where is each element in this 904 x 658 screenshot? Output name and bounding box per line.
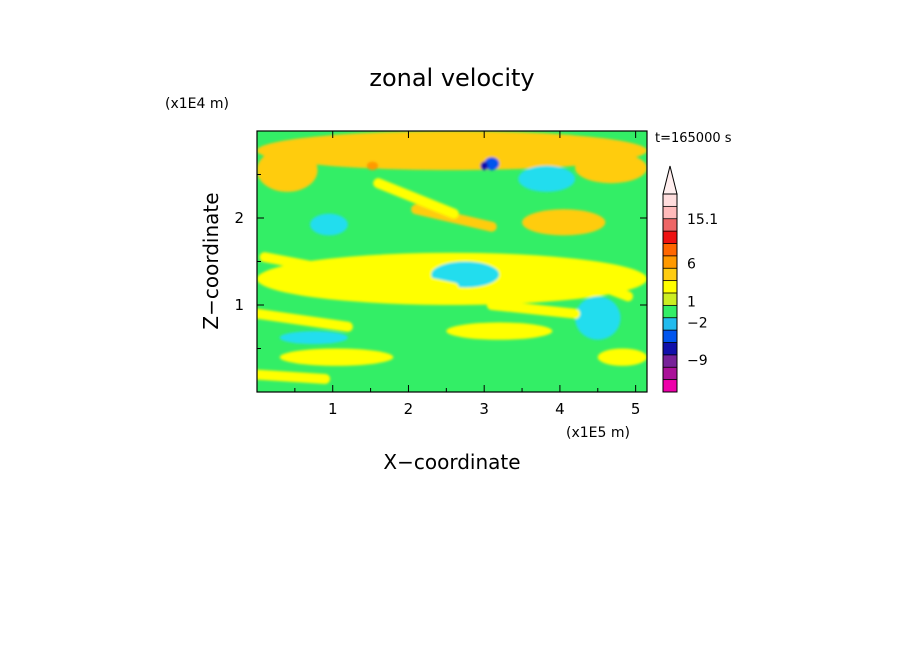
contour-region-yellow: [279, 348, 394, 366]
y-axis-label: Z−coordinate: [199, 192, 223, 329]
colorbar: 15.1 6 1 −2 −9: [662, 165, 718, 393]
contour-streak: [486, 300, 581, 319]
contour-region-warm-yellow: [522, 209, 606, 236]
contour-streak: [532, 256, 634, 302]
colorbar-swatch: [663, 268, 677, 281]
colorbar-label: 6: [687, 256, 696, 272]
colorbar-swatch: [663, 342, 677, 356]
colorbar-swatch: [663, 305, 677, 319]
y-tick-label: 2: [234, 209, 244, 227]
colorbar-swatch: [663, 317, 677, 331]
contour-region-warm-yellow: [575, 152, 647, 184]
colorbar-swatch: [663, 280, 677, 294]
contour-region-warm-yellow: [257, 131, 647, 171]
x-tick-label: 3: [479, 400, 489, 418]
contour-region-cyan: [518, 165, 576, 192]
colorbar-label: −9: [687, 353, 708, 369]
colorbar-swatch: [663, 218, 677, 232]
x-axis: 1 2 3 4 5: [294, 131, 641, 418]
colorbar-swatch: [663, 243, 677, 257]
x-tick-label: 1: [328, 400, 338, 418]
contour-region-yellow: [446, 322, 553, 340]
colorbar-swatch: [663, 255, 677, 269]
colorbar-swatch: [663, 206, 677, 220]
contour-streak: [257, 369, 331, 384]
y-tick-label: 1: [234, 296, 244, 314]
colorbar-label: −2: [687, 316, 708, 332]
contour-region-dark-blue: [480, 161, 488, 171]
colorbar-swatch: [663, 194, 677, 207]
contour-region-orange: [366, 161, 379, 171]
colorbar-swatch: [663, 231, 677, 244]
contour-region-cyan: [575, 296, 621, 340]
contour-region-cyan: [310, 213, 348, 236]
colorbar-label: 15.1: [687, 212, 718, 228]
x-tick-label: 4: [555, 400, 565, 418]
x-tick-label: 2: [404, 400, 414, 418]
x-scale-label: (x1E5 m): [566, 425, 630, 441]
y-scale-label: (x1E4 m): [165, 96, 229, 112]
chart-title: zonal velocity: [369, 64, 534, 92]
colorbar-swatch: [663, 330, 677, 343]
time-label: t=165000 s: [655, 131, 732, 146]
y-axis: 12: [234, 174, 647, 349]
contour-region-yellow: [597, 348, 647, 366]
contour-streak: [342, 260, 459, 293]
contour-region-blue: [484, 157, 500, 171]
contour-field: [257, 131, 647, 392]
colorbar-extend-max: [662, 165, 678, 195]
contour-region-cyan: [431, 261, 500, 288]
contour-streak: [257, 308, 353, 332]
colorbar-label: 1: [687, 295, 696, 311]
colorbar-swatch: [663, 293, 677, 306]
colorbar-swatch: [663, 367, 677, 380]
contour-streak: [259, 252, 384, 284]
x-axis-label: X−coordinate: [383, 450, 520, 474]
contour-streak: [373, 178, 459, 219]
colorbar-swatch: [663, 354, 677, 368]
x-tick-label: 5: [631, 400, 641, 418]
contour-region-cyan: [279, 331, 348, 345]
colorbar-swatch: [663, 379, 677, 393]
